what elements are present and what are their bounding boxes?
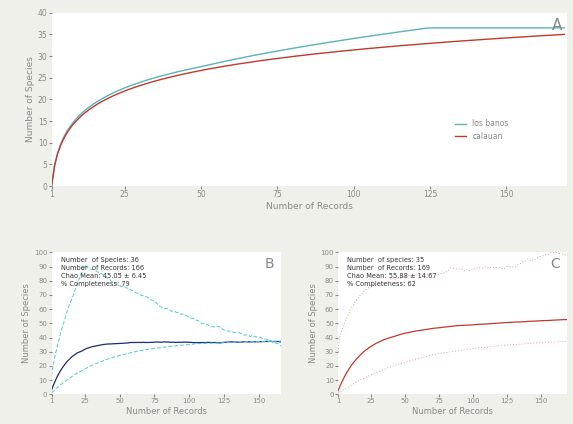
Text: B: B <box>264 257 274 271</box>
Text: Number  of species: 35
Number  of Records: 169
Chao Mean: 55.88 ± 14.67
% Comple: Number of species: 35 Number of Records:… <box>347 257 437 287</box>
Text: C: C <box>551 257 560 271</box>
Legend: los banos, calauan: los banos, calauan <box>452 116 512 144</box>
Text: A: A <box>552 18 562 33</box>
Y-axis label: Number of Species: Number of Species <box>309 283 317 363</box>
X-axis label: Number of Records: Number of Records <box>266 202 353 211</box>
Y-axis label: Number of Species: Number of Species <box>22 283 31 363</box>
X-axis label: Number of Records: Number of Records <box>125 407 207 416</box>
Text: Number  of Species: 36
Number  of Records: 166
Chao Mean: 45.05 ± 6.45
% Complet: Number of Species: 36 Number of Records:… <box>61 257 146 287</box>
X-axis label: Number of Records: Number of Records <box>412 407 493 416</box>
Y-axis label: Number of Species: Number of Species <box>26 56 35 142</box>
